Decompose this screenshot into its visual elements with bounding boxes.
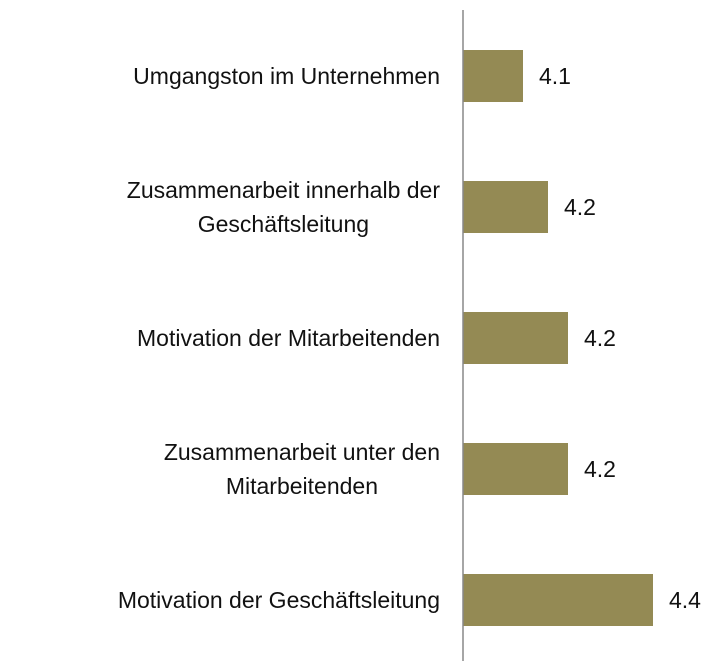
value-label: 4.2 [564, 194, 596, 220]
value-label: 4.4 [669, 587, 701, 613]
bar [463, 443, 568, 495]
category-label: Motivation der Geschäftsleitung [117, 587, 440, 613]
category-label: Umgangston im Unternehmen [133, 63, 440, 89]
category-label: Motivation der Mitarbeitenden [137, 325, 440, 351]
category-label: Zusammenarbeit unter den Mitarbeitenden [163, 439, 440, 499]
value-label: 4.2 [584, 325, 616, 351]
bar [463, 312, 568, 364]
value-label: 4.1 [539, 63, 571, 89]
value-label: 4.2 [584, 456, 616, 482]
bar [463, 574, 653, 626]
bar [463, 181, 548, 233]
category-label: Zusammenarbeit innerhalb der Geschäftsle… [126, 177, 440, 237]
bar [463, 50, 523, 102]
